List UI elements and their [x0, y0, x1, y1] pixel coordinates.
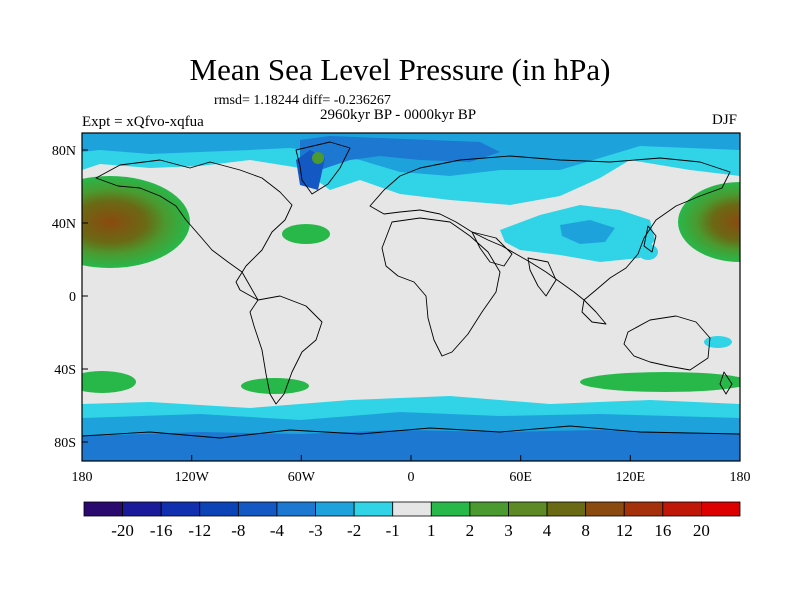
- colorbar-label: 2: [466, 521, 475, 540]
- colorbar-label: 1: [427, 521, 436, 540]
- colorbar-box: [353, 501, 394, 517]
- atlantic-green-spot: [282, 224, 330, 244]
- coastlines: [82, 141, 740, 439]
- y-tick-label: 40S: [54, 363, 76, 378]
- x-tick-label: 60W: [288, 470, 316, 485]
- colorbar-box: [662, 501, 702, 517]
- colorbar-box: [508, 501, 548, 517]
- asia-blue-region: [560, 220, 615, 244]
- colorbar-box: [315, 501, 355, 517]
- y-tick-label: 80S: [54, 436, 76, 451]
- y-tick-label: 80N: [52, 144, 76, 159]
- colorbar-box: [160, 501, 201, 517]
- n-pacific-high-east: [678, 182, 740, 262]
- eurasia-coast: [369, 155, 731, 301]
- africa-coast: [381, 217, 501, 357]
- colorbar-box: [392, 501, 432, 517]
- s-pacific-green-east: [580, 372, 740, 392]
- n-pacific-high-west: [82, 176, 190, 268]
- se-asia-coast: [581, 299, 607, 325]
- colorbar-label: 20: [693, 521, 710, 540]
- y-axis-labels: 80N 40N 0 40S 80S: [52, 144, 76, 451]
- experiment-label: Expt = xQfvo-xqfua: [82, 114, 204, 130]
- colorbar-box: [276, 501, 316, 517]
- greenland-green-spot: [312, 152, 324, 164]
- colorbar-label: -1: [386, 521, 400, 540]
- y-tick-label: 0: [69, 290, 76, 305]
- colorbar-label: -2: [347, 521, 361, 540]
- greenland-coast: [295, 141, 351, 195]
- s-atlantic-green-band: [241, 378, 309, 394]
- x-tick-label: 120W: [175, 470, 210, 485]
- colorbar-box: [469, 501, 509, 517]
- south-america-coast: [249, 295, 323, 405]
- colorbar-label: -3: [308, 521, 322, 540]
- antarctic-dark-blue-band: [82, 430, 740, 461]
- australia-cyan-spot: [704, 336, 732, 348]
- colorbar-labels: -20 -16 -12 -8 -4 -3 -2 -1 1 2 3 4 8 12 16 20: [111, 521, 710, 540]
- colorbar-label: 12: [616, 521, 633, 540]
- india-coast: [527, 257, 557, 297]
- colorbar-label: 8: [581, 521, 590, 540]
- colorbar-label: 4: [543, 521, 552, 540]
- colorbar: [83, 501, 741, 517]
- season-label: DJF: [712, 112, 738, 128]
- x-axis-labels: 180 120W 60W 0 60E 120E 180: [72, 470, 751, 485]
- colorbar-box: [122, 501, 162, 517]
- s-pacific-green-west: [82, 371, 136, 393]
- arctic-dark-blue-region: [300, 136, 500, 170]
- colorbar-label: 3: [504, 521, 513, 540]
- colorbar-label: -16: [150, 521, 173, 540]
- colorbar-box: [701, 501, 741, 517]
- colorbar-box: [585, 501, 625, 517]
- colorbar-box: [83, 501, 123, 517]
- map-field: [82, 133, 740, 461]
- rmsd-diff-stats: rmsd= 1.18244 diff= -0.236267: [214, 93, 391, 108]
- colorbar-box: [237, 501, 278, 517]
- colorbar-label: -20: [111, 521, 134, 540]
- colorbar-box: [546, 501, 587, 517]
- arabia-coast: [471, 231, 513, 267]
- colorbar-box: [623, 501, 664, 517]
- x-tick-label: 120E: [616, 470, 646, 485]
- x-tick-label: 180: [72, 470, 93, 485]
- period-label: 2960kyr BP - 0000kyr BP: [320, 107, 477, 123]
- colorbar-label: -4: [270, 521, 285, 540]
- australia-coast: [623, 315, 711, 371]
- new-zealand-coast: [719, 371, 733, 395]
- colorbar-box: [199, 501, 239, 517]
- colorbar-label: 16: [654, 521, 671, 540]
- x-tick-label: 0: [408, 470, 415, 485]
- colorbar-box: [430, 501, 471, 517]
- north-america-coast: [95, 159, 293, 301]
- colorbar-label: -12: [188, 521, 211, 540]
- tick-marks: [81, 149, 741, 461]
- y-tick-label: 40N: [52, 217, 76, 232]
- colorbar-label: -8: [231, 521, 245, 540]
- x-tick-label: 60E: [509, 470, 532, 485]
- map-title: Mean Sea Level Pressure (in hPa): [189, 52, 611, 87]
- antarctica-coast: [82, 425, 740, 439]
- japan-coast: [643, 225, 657, 253]
- x-tick-label: 180: [730, 470, 751, 485]
